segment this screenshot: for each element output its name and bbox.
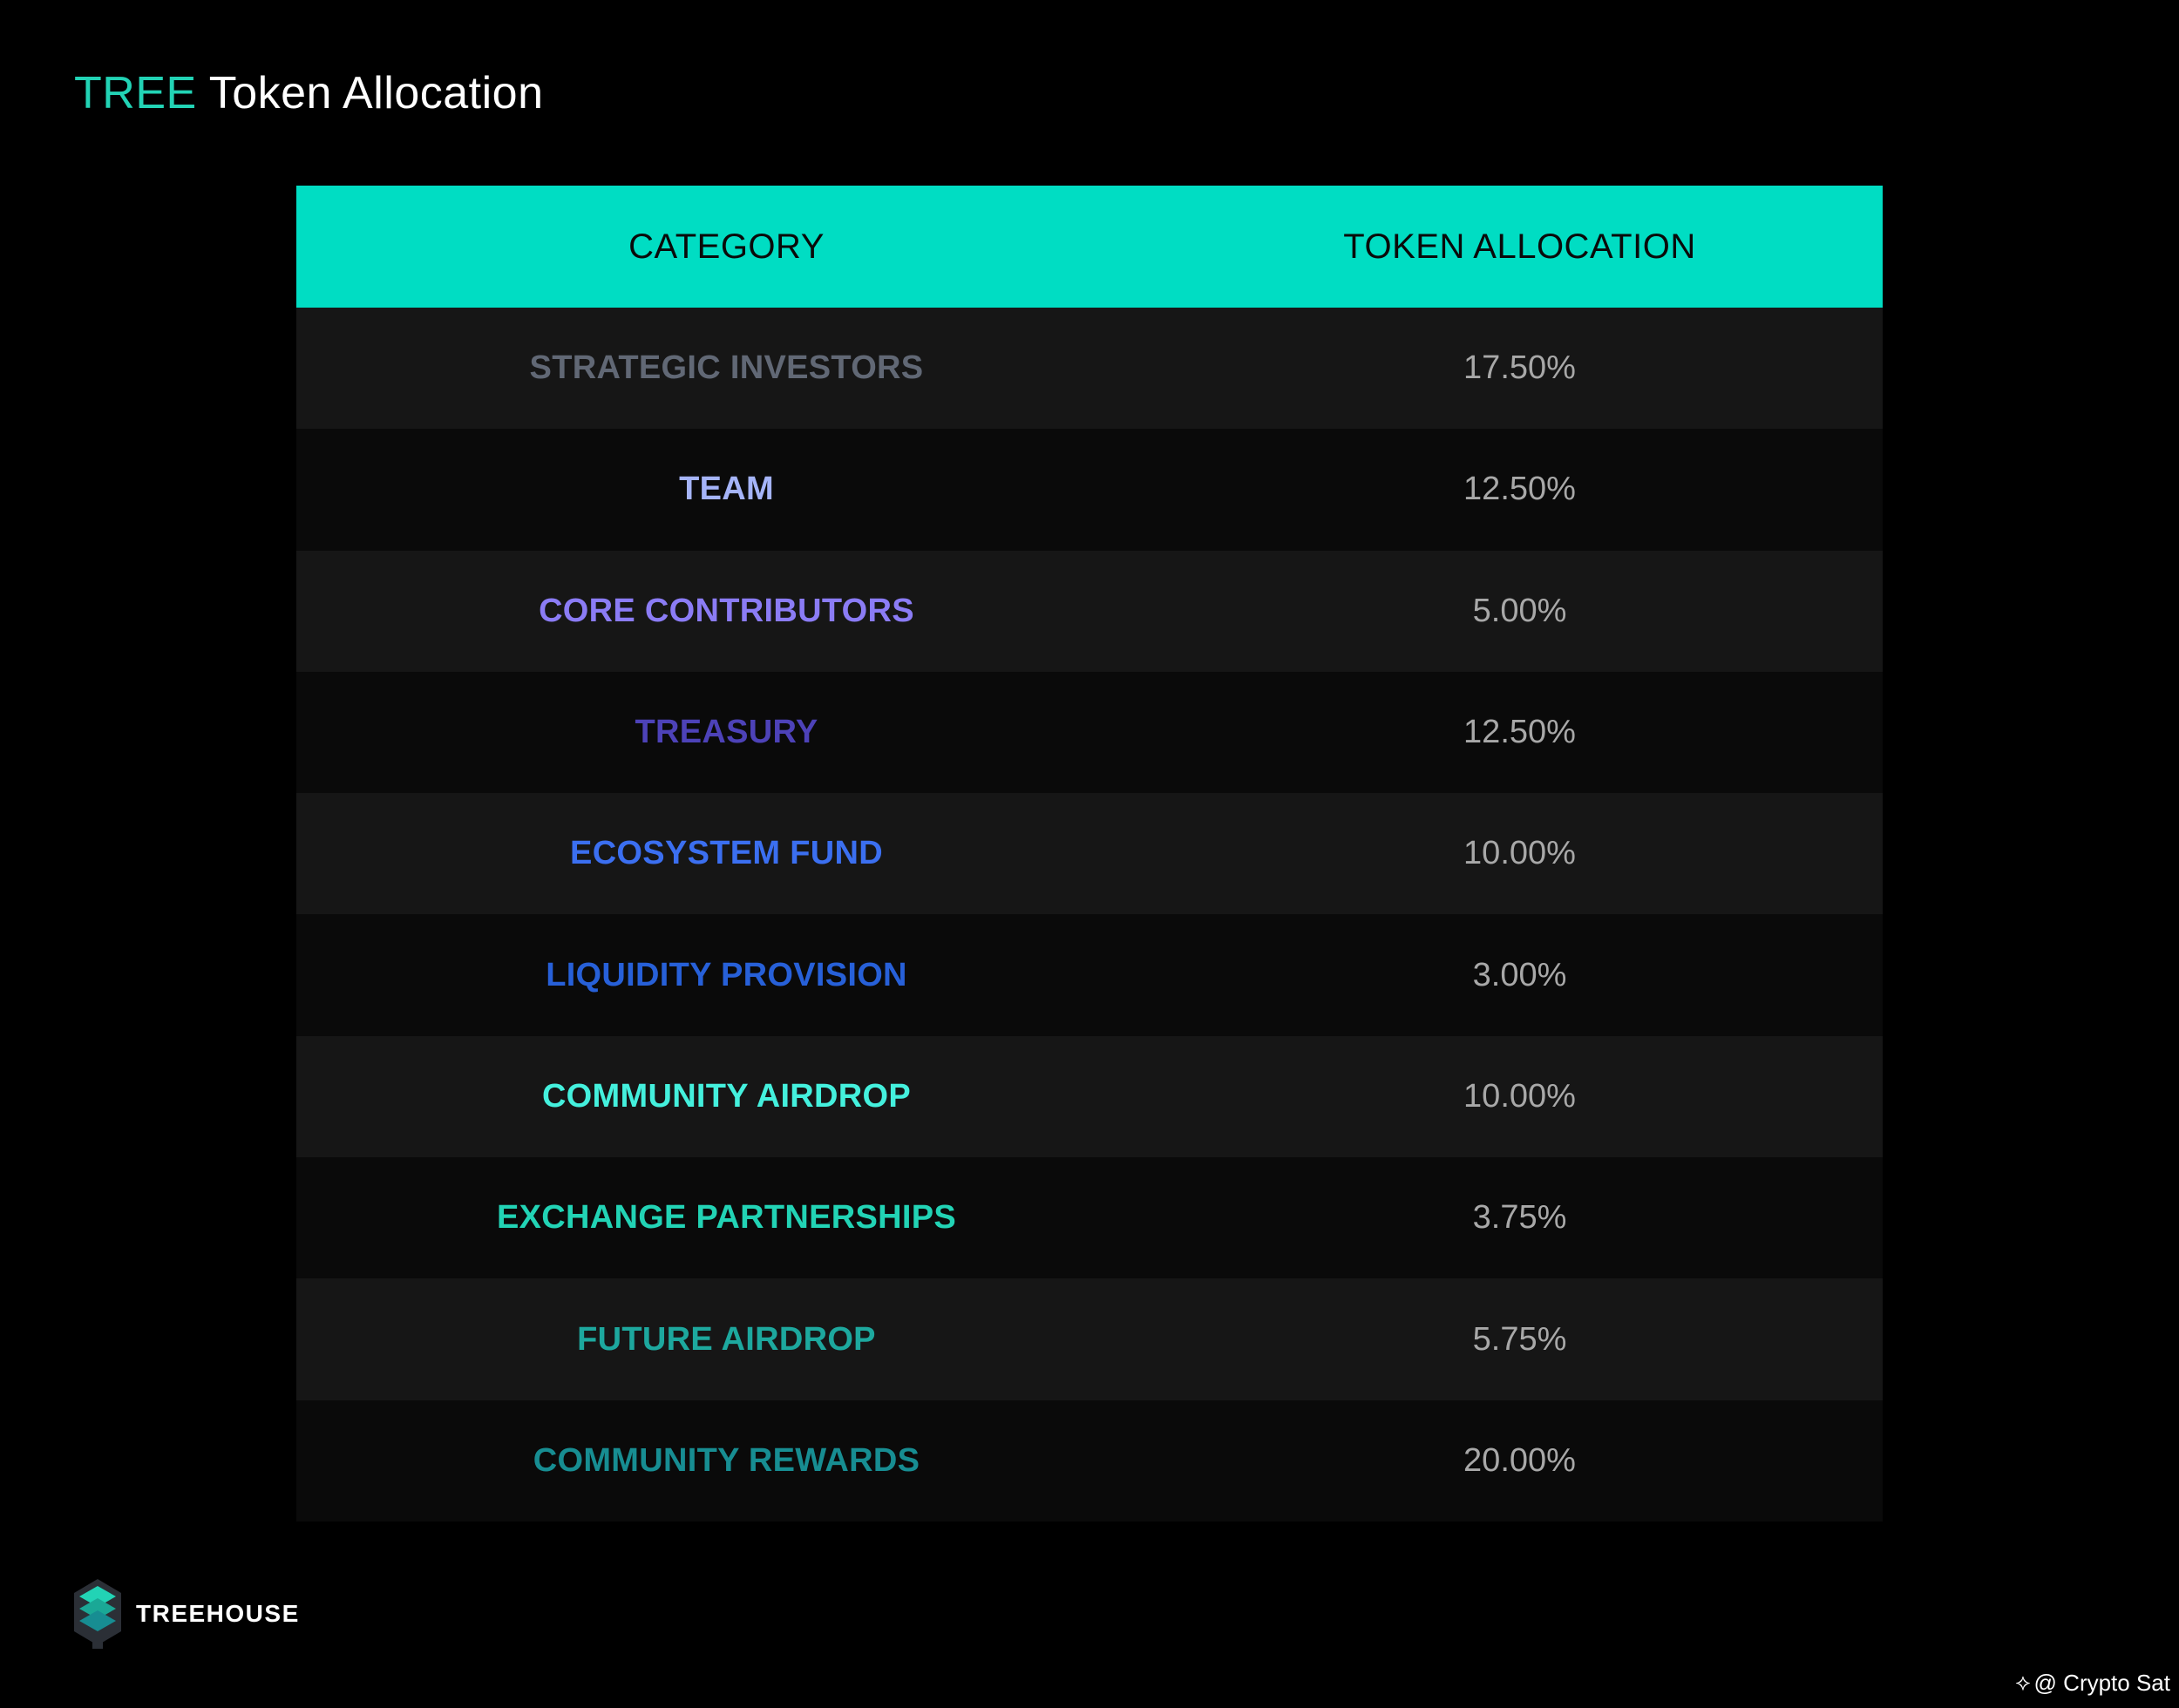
row-allocation: 20.00% — [1463, 1441, 1576, 1479]
row-allocation: 5.75% — [1472, 1320, 1567, 1358]
header-category: CATEGORY — [628, 227, 825, 266]
table-row: COMMUNITY AIRDROP 10.00% — [296, 1035, 1883, 1158]
treehouse-logo: TREEHOUSE — [74, 1579, 300, 1649]
table-row: STRATEGIC INVESTORS 17.50% — [296, 308, 1883, 430]
table-row: EXCHANGE PARTNERSHIPS 3.75% — [296, 1157, 1883, 1279]
row-category: FUTURE AIRDROP — [577, 1320, 876, 1358]
table-row: ECOSYSTEM FUND 10.00% — [296, 793, 1883, 915]
title-brand: TREE — [74, 68, 197, 119]
header-allocation: TOKEN ALLOCATION — [1343, 227, 1696, 266]
page-title: TREE Token Allocation — [74, 63, 544, 124]
row-category: COMMUNITY AIRDROP — [541, 1077, 912, 1115]
row-category: CORE CONTRIBUTORS — [539, 592, 914, 629]
watermark-text: @ Crypto Sat — [2033, 1669, 2170, 1696]
row-category: TEAM — [679, 471, 774, 508]
row-category: ECOSYSTEM FUND — [570, 835, 883, 872]
row-category: EXCHANGE PARTNERSHIPS — [496, 1199, 957, 1237]
row-allocation: 5.00% — [1472, 592, 1567, 629]
row-category: COMMUNITY REWARDS — [533, 1441, 920, 1479]
binance-square-icon: ⟡ — [2015, 1669, 2031, 1695]
table-header: CATEGORY TOKEN ALLOCATION — [296, 186, 1883, 308]
table-row: LIQUIDITY PROVISION 3.00% — [296, 914, 1883, 1036]
logo-text: TREEHOUSE — [136, 1600, 300, 1627]
table-row: CORE CONTRIBUTORS 5.00% — [296, 550, 1883, 672]
row-category: STRATEGIC INVESTORS — [529, 349, 924, 387]
row-category: LIQUIDITY PROVISION — [546, 956, 907, 993]
row-allocation: 12.50% — [1463, 714, 1576, 751]
table-row: TEAM 12.50% — [296, 429, 1883, 551]
row-category: TREASURY — [635, 714, 818, 751]
row-allocation: 10.00% — [1463, 1077, 1576, 1115]
table-row: COMMUNITY REWARDS 20.00% — [296, 1400, 1883, 1522]
row-allocation: 12.50% — [1463, 471, 1576, 508]
title-text: Token Allocation — [208, 68, 544, 119]
table-row: FUTURE AIRDROP 5.75% — [296, 1278, 1883, 1400]
row-allocation: 3.75% — [1472, 1199, 1567, 1237]
table-row: TREASURY 12.50% — [296, 671, 1883, 794]
row-allocation: 10.00% — [1463, 835, 1576, 872]
row-allocation: 3.00% — [1472, 956, 1567, 993]
treehouse-logo-icon — [74, 1579, 121, 1649]
watermark: ⟡ @ Crypto Sat — [2015, 1669, 2170, 1697]
allocation-table: CATEGORY TOKEN ALLOCATION STRATEGIC INVE… — [296, 186, 1883, 1522]
row-allocation: 17.50% — [1463, 349, 1576, 387]
